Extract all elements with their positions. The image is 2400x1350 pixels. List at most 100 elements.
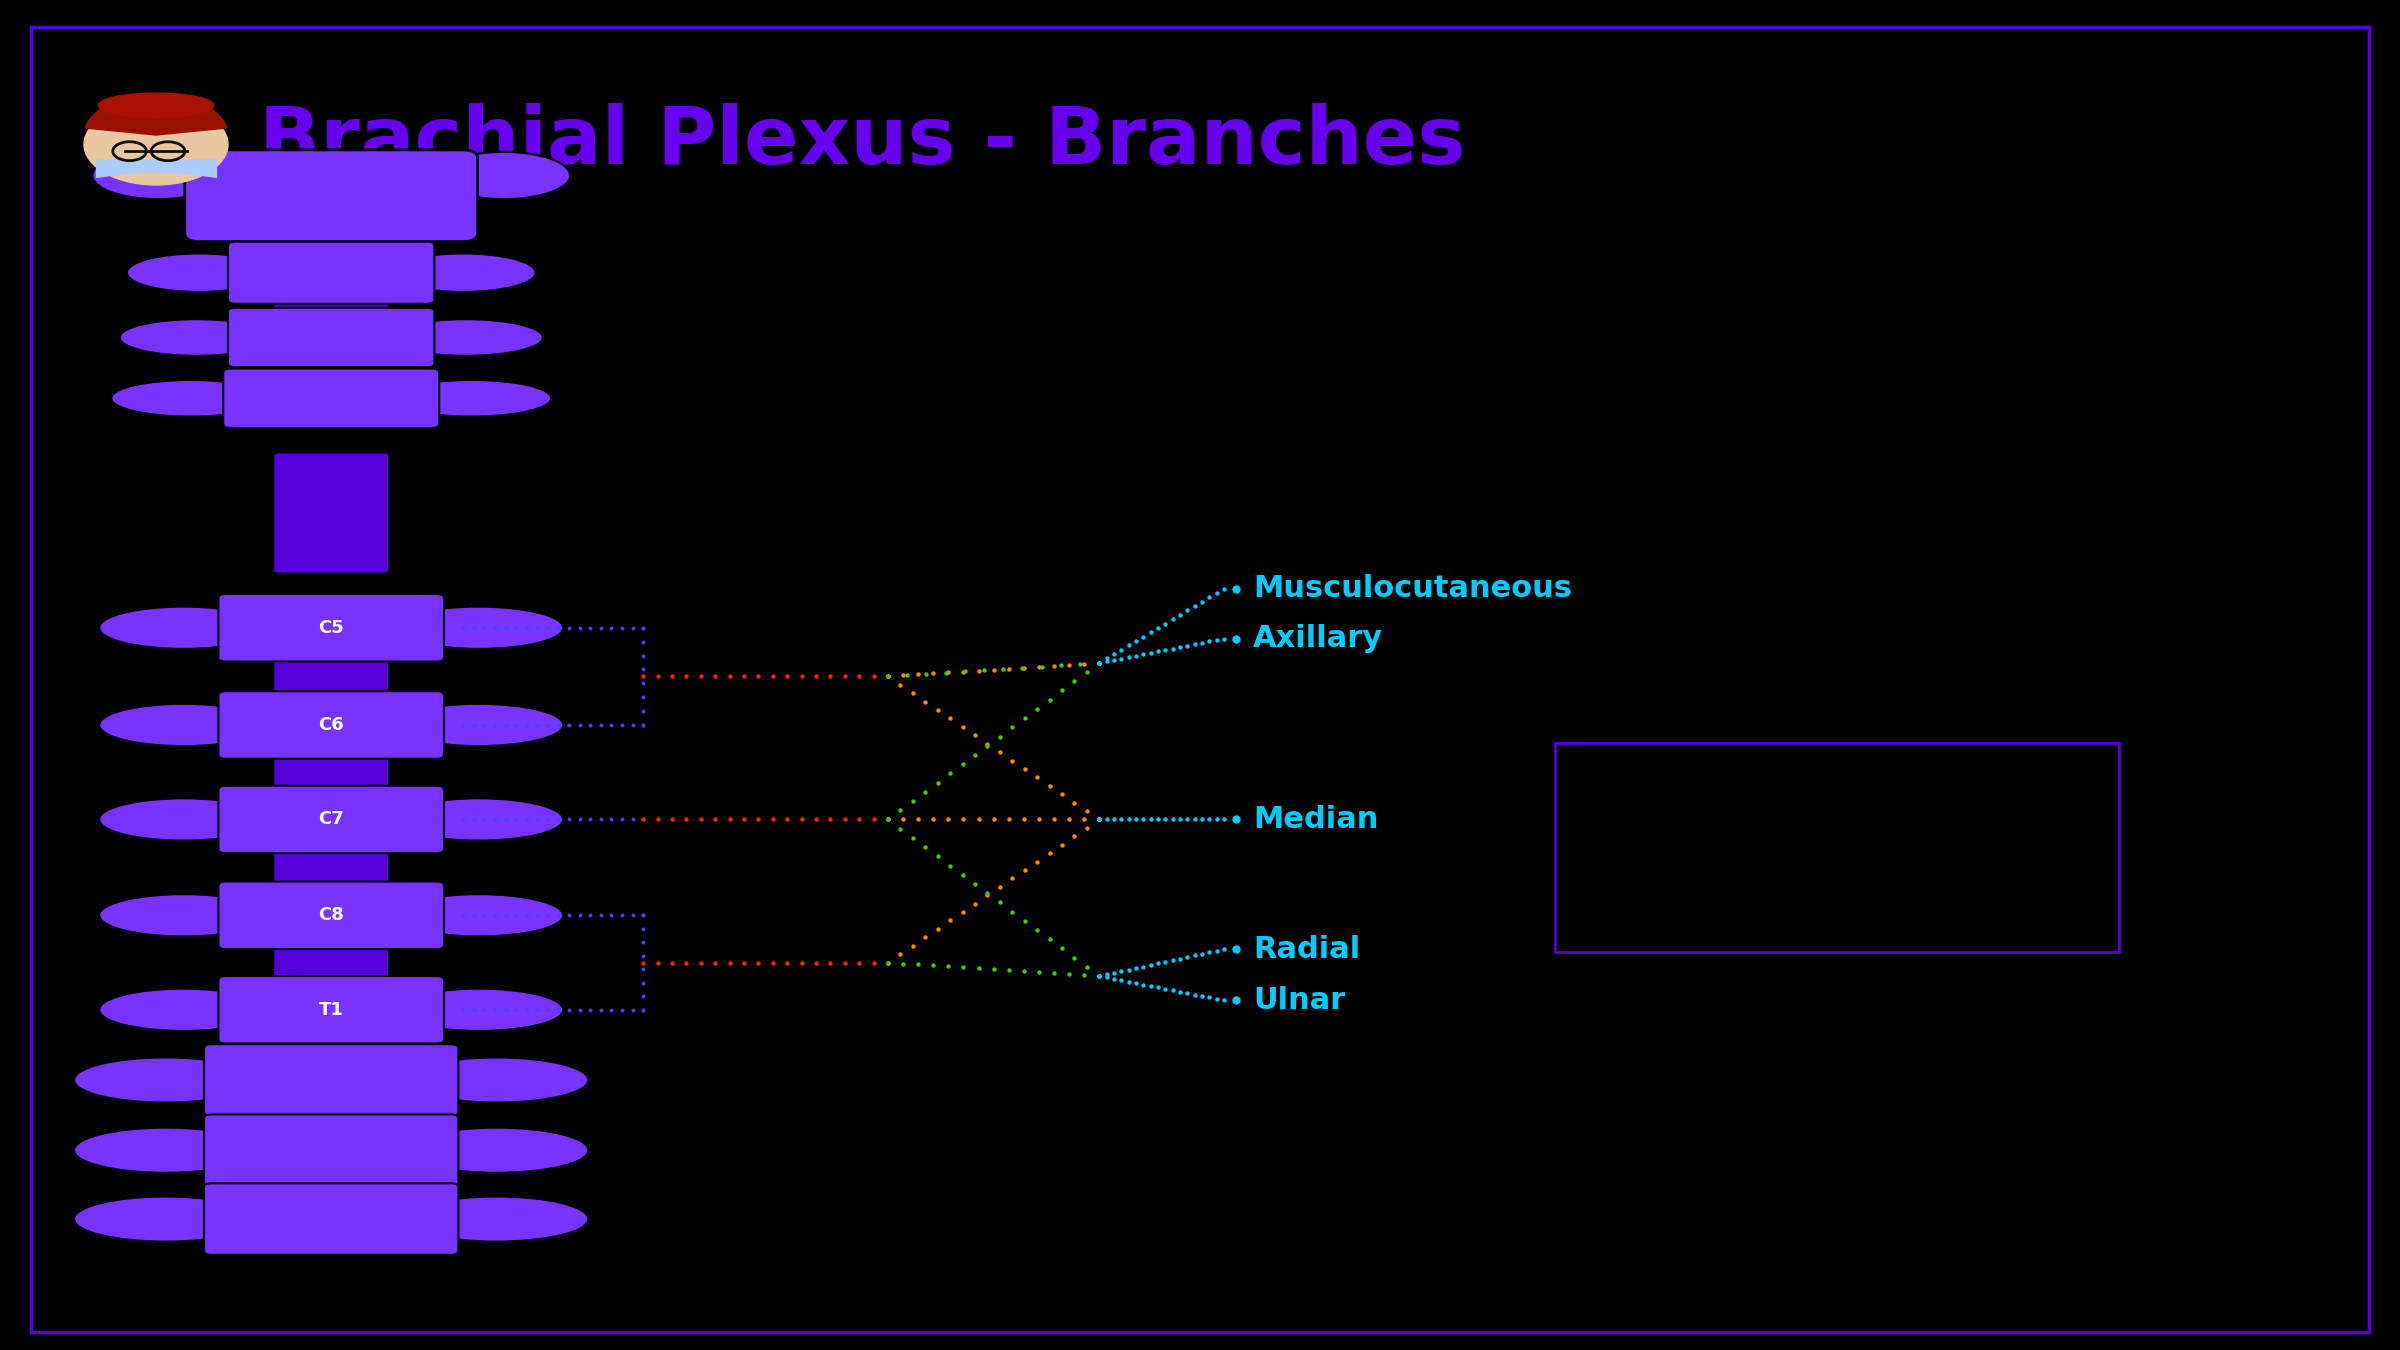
Text: Musculocutaneous: Musculocutaneous	[1253, 574, 1572, 603]
Point	[1030, 775, 1068, 796]
Point	[624, 904, 662, 926]
Point	[1006, 960, 1044, 981]
Point	[518, 999, 557, 1021]
Point	[931, 910, 970, 932]
Point	[1130, 954, 1169, 976]
Point	[869, 952, 907, 973]
Circle shape	[84, 104, 228, 185]
Point	[593, 714, 631, 736]
FancyBboxPatch shape	[218, 786, 444, 853]
Point	[1162, 948, 1200, 969]
Point	[593, 809, 631, 830]
Point	[1138, 641, 1176, 663]
Point	[518, 714, 557, 736]
Point	[943, 660, 982, 682]
Point	[1006, 859, 1044, 880]
Point	[1006, 759, 1044, 780]
Point	[562, 999, 600, 1021]
Point	[1190, 987, 1229, 1008]
Point	[881, 799, 919, 821]
Point	[444, 904, 482, 926]
Point	[1030, 688, 1068, 710]
Point	[1154, 637, 1193, 659]
Point	[1217, 809, 1255, 830]
Point	[454, 904, 492, 926]
Point	[614, 999, 653, 1021]
Point	[710, 952, 749, 973]
Point	[1130, 975, 1169, 996]
Point	[581, 904, 619, 926]
Text: Axillary: Axillary	[1253, 624, 1382, 653]
Point	[638, 666, 677, 687]
Point	[931, 707, 970, 729]
Point	[1087, 651, 1126, 672]
Point	[1183, 986, 1222, 1007]
Point	[1049, 964, 1087, 986]
Point	[614, 809, 653, 830]
Point	[914, 809, 953, 830]
Point	[1169, 983, 1207, 1004]
Point	[624, 672, 662, 694]
Point	[1066, 809, 1104, 830]
Point	[919, 918, 958, 940]
Point	[768, 666, 806, 687]
Point	[900, 953, 938, 975]
Point	[571, 617, 610, 639]
Point	[1190, 809, 1229, 830]
Point	[624, 617, 662, 639]
Point	[900, 664, 938, 686]
FancyBboxPatch shape	[274, 745, 389, 799]
Point	[466, 714, 504, 736]
Point	[624, 986, 662, 1007]
Point	[1176, 809, 1214, 830]
Point	[624, 714, 662, 736]
Point	[624, 630, 662, 652]
Point	[1080, 965, 1118, 987]
Ellipse shape	[389, 320, 542, 355]
Point	[1154, 609, 1193, 630]
Point	[1080, 652, 1118, 674]
Point	[1169, 809, 1207, 830]
Point	[1094, 644, 1133, 666]
Point	[624, 659, 662, 680]
Point	[696, 666, 734, 687]
Point	[907, 782, 946, 803]
Text: Ulnar: Ulnar	[1253, 986, 1344, 1015]
Point	[1080, 965, 1118, 987]
Point	[1109, 809, 1147, 830]
Point	[624, 999, 662, 1021]
Point	[497, 714, 535, 736]
Point	[965, 659, 1003, 680]
Point	[1080, 965, 1118, 987]
Point	[869, 952, 907, 973]
Point	[466, 999, 504, 1021]
Point	[682, 666, 720, 687]
FancyBboxPatch shape	[274, 937, 389, 988]
Point	[943, 902, 982, 923]
Ellipse shape	[101, 705, 269, 745]
Point	[914, 663, 953, 684]
Point	[854, 809, 893, 830]
Ellipse shape	[94, 153, 226, 200]
FancyBboxPatch shape	[218, 691, 444, 759]
Point	[943, 864, 982, 886]
Point	[571, 999, 610, 1021]
Point	[811, 666, 850, 687]
Point	[602, 904, 641, 926]
Point	[602, 999, 641, 1021]
Point	[1198, 988, 1236, 1010]
Point	[725, 666, 763, 687]
FancyBboxPatch shape	[218, 976, 444, 1044]
Point	[1147, 639, 1186, 660]
Point	[1205, 578, 1243, 599]
Point	[602, 714, 641, 736]
Point	[454, 617, 492, 639]
Point	[528, 809, 566, 830]
Point	[1130, 809, 1169, 830]
Point	[682, 809, 720, 830]
Point	[1061, 653, 1099, 675]
Point	[869, 666, 907, 687]
Point	[1018, 850, 1056, 872]
Text: C8: C8	[319, 906, 343, 925]
Point	[540, 904, 578, 926]
